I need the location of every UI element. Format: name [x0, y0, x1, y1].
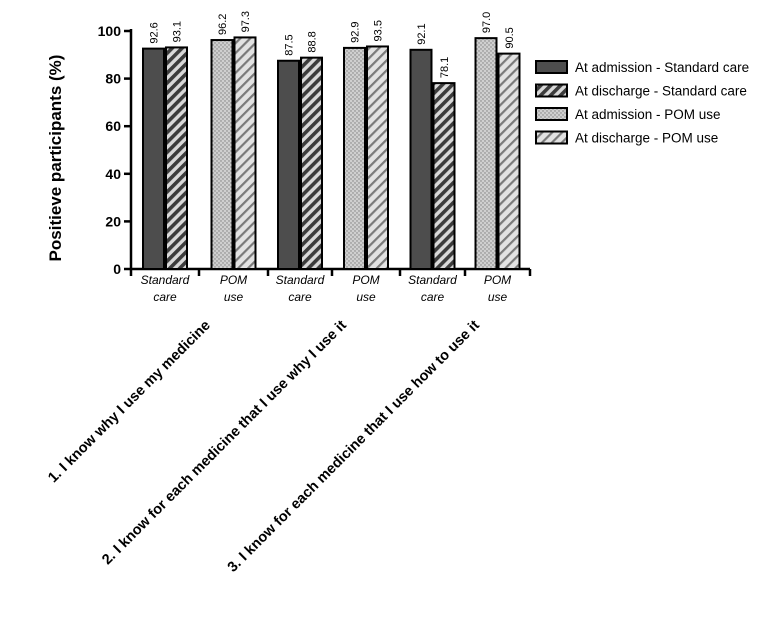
y-tick-label: 40 [105, 166, 121, 182]
bar-value-label: 93.5 [373, 20, 385, 41]
bar-value-label: 92.6 [149, 22, 161, 43]
y-tick-label: 60 [105, 118, 121, 134]
legend-label: At discharge - Standard care [575, 84, 747, 99]
legend-label: At admission - Standard care [575, 60, 749, 75]
bar-value-label: 97.3 [240, 11, 252, 32]
bar-value-label: 92.1 [416, 23, 428, 44]
legend: At admission - Standard care At discharge… [535, 60, 749, 146]
question-label: 1. I know why I use my medicine [45, 318, 214, 487]
bar [432, 82, 456, 271]
group-label: POM use [484, 273, 511, 304]
group-label: Standard care [408, 273, 457, 304]
bar [474, 37, 498, 270]
group-label: Standard care [276, 273, 325, 304]
y-tick-label: 20 [105, 213, 121, 229]
bars [142, 36, 521, 271]
bar [497, 52, 521, 270]
bar [165, 46, 188, 271]
legend-label: At discharge - POM use [575, 131, 718, 146]
legend-label: At admission - POM use [575, 107, 721, 122]
bar [277, 59, 300, 270]
bar [409, 48, 433, 270]
bar [210, 39, 234, 270]
bar [142, 47, 165, 270]
y-axis-title: Positieve participants (%) [46, 55, 65, 262]
bar [366, 45, 389, 270]
bar-value-label: 93.1 [172, 21, 184, 42]
legend-swatch [535, 130, 568, 145]
bar-value-label: 97.0 [481, 12, 493, 33]
question-label: 2. I know for each medicine that I use w… [99, 317, 350, 568]
bar [233, 36, 257, 271]
data-labels: 92.6 93.1 96.2 97.3 87.5 88.8 92.9 93.5 92.1 78.1… [149, 11, 517, 78]
bar-value-label: 87.5 [284, 34, 296, 55]
group-label: POM use [220, 273, 247, 304]
bar-value-label: 92.9 [350, 21, 362, 42]
bar-value-label: 78.1 [439, 57, 451, 78]
y-tick-label: 100 [98, 23, 122, 39]
question-label: 3. I know for each medicine that I use h… [225, 317, 483, 575]
legend-swatch [535, 83, 568, 98]
y-tick-label: 0 [113, 261, 121, 277]
bar-value-label: 96.2 [217, 14, 229, 35]
legend-swatch [535, 107, 568, 121]
bar [343, 46, 366, 271]
bar-value-label: 88.8 [307, 31, 319, 52]
bar [300, 56, 323, 270]
group-label: POM use [352, 273, 379, 304]
bar-value-label: 90.5 [504, 27, 516, 48]
y-tick-label: 80 [105, 71, 121, 87]
legend-swatch [535, 60, 568, 74]
group-label: Standard care [141, 273, 190, 304]
